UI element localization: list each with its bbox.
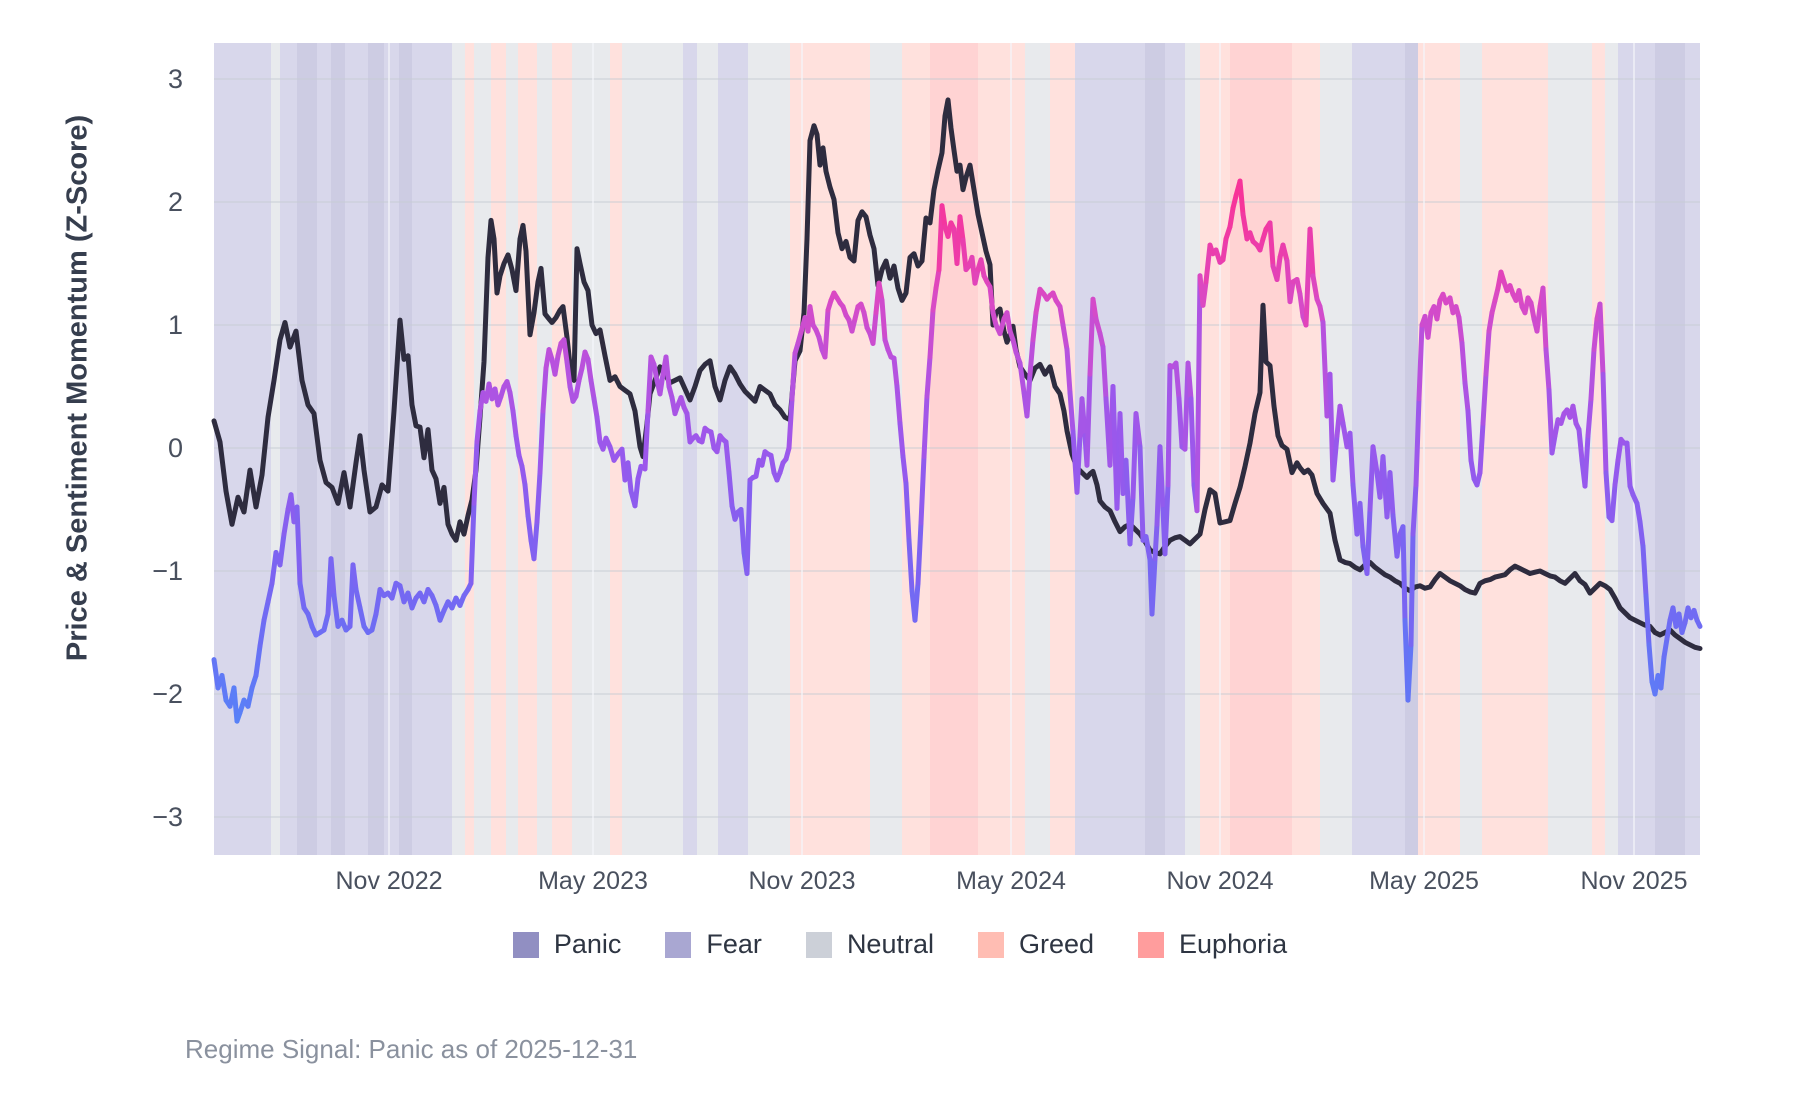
y-tick-label: 0 <box>168 433 183 463</box>
y-tick-label: −3 <box>152 802 183 832</box>
greed-swatch-icon <box>977 931 1004 958</box>
y-tick-label: −2 <box>152 679 183 709</box>
legend-label: Euphoria <box>1179 929 1288 959</box>
legend-label: Neutral <box>846 929 934 959</box>
y-tick-label: 1 <box>168 310 183 340</box>
x-tick-label: May 2025 <box>1369 867 1479 895</box>
y-axis-title: Price & Sentiment Momentum (Z-Score) <box>61 114 94 662</box>
x-tick-label: Nov 2024 <box>1166 867 1273 895</box>
euphoria-swatch-icon <box>1138 931 1165 958</box>
legend: Panic Fear Neutral Greed Euphoria <box>0 929 1800 960</box>
x-tick-label: May 2024 <box>956 867 1066 895</box>
y-tick-label: −1 <box>152 556 183 586</box>
panic-swatch-icon <box>512 931 539 958</box>
legend-item-euphoria[interactable]: Euphoria <box>1138 929 1287 960</box>
legend-item-panic[interactable]: Panic <box>512 929 622 960</box>
legend-item-neutral[interactable]: Neutral <box>805 929 934 960</box>
legend-item-fear[interactable]: Fear <box>665 929 762 960</box>
legend-label: Fear <box>706 929 762 959</box>
x-tick-label: May 2023 <box>538 867 648 895</box>
fear-swatch-icon <box>665 931 692 958</box>
legend-label: Panic <box>553 929 622 959</box>
y-tick-label: 3 <box>168 64 183 94</box>
legend-item-greed[interactable]: Greed <box>977 929 1095 960</box>
x-tick-label: Nov 2022 <box>335 867 442 895</box>
neutral-swatch-icon <box>805 931 832 958</box>
x-tick-label: Nov 2023 <box>748 867 855 895</box>
y-tick-label: 2 <box>168 187 183 217</box>
legend-label: Greed <box>1018 929 1095 959</box>
x-tick-label: Nov 2025 <box>1580 867 1687 895</box>
regime-caption: Regime Signal: Panic as of 2025-12-31 <box>185 1034 638 1064</box>
